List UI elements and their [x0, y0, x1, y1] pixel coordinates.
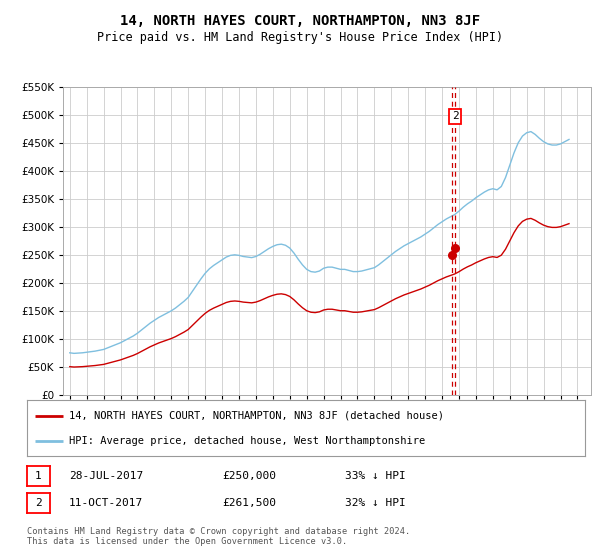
Text: £261,500: £261,500: [222, 498, 276, 508]
Text: Price paid vs. HM Land Registry's House Price Index (HPI): Price paid vs. HM Land Registry's House …: [97, 31, 503, 44]
Text: 2: 2: [452, 111, 459, 122]
Text: 28-JUL-2017: 28-JUL-2017: [69, 471, 143, 481]
Text: 33% ↓ HPI: 33% ↓ HPI: [345, 471, 406, 481]
Text: £250,000: £250,000: [222, 471, 276, 481]
Text: 14, NORTH HAYES COURT, NORTHAMPTON, NN3 8JF (detached house): 14, NORTH HAYES COURT, NORTHAMPTON, NN3 …: [69, 410, 444, 421]
Text: 2: 2: [35, 498, 42, 508]
Text: HPI: Average price, detached house, West Northamptonshire: HPI: Average price, detached house, West…: [69, 436, 425, 446]
Text: 14, NORTH HAYES COURT, NORTHAMPTON, NN3 8JF: 14, NORTH HAYES COURT, NORTHAMPTON, NN3 …: [120, 14, 480, 28]
Text: Contains HM Land Registry data © Crown copyright and database right 2024.
This d: Contains HM Land Registry data © Crown c…: [27, 526, 410, 546]
Text: 32% ↓ HPI: 32% ↓ HPI: [345, 498, 406, 508]
Text: 11-OCT-2017: 11-OCT-2017: [69, 498, 143, 508]
Text: 1: 1: [35, 471, 42, 481]
